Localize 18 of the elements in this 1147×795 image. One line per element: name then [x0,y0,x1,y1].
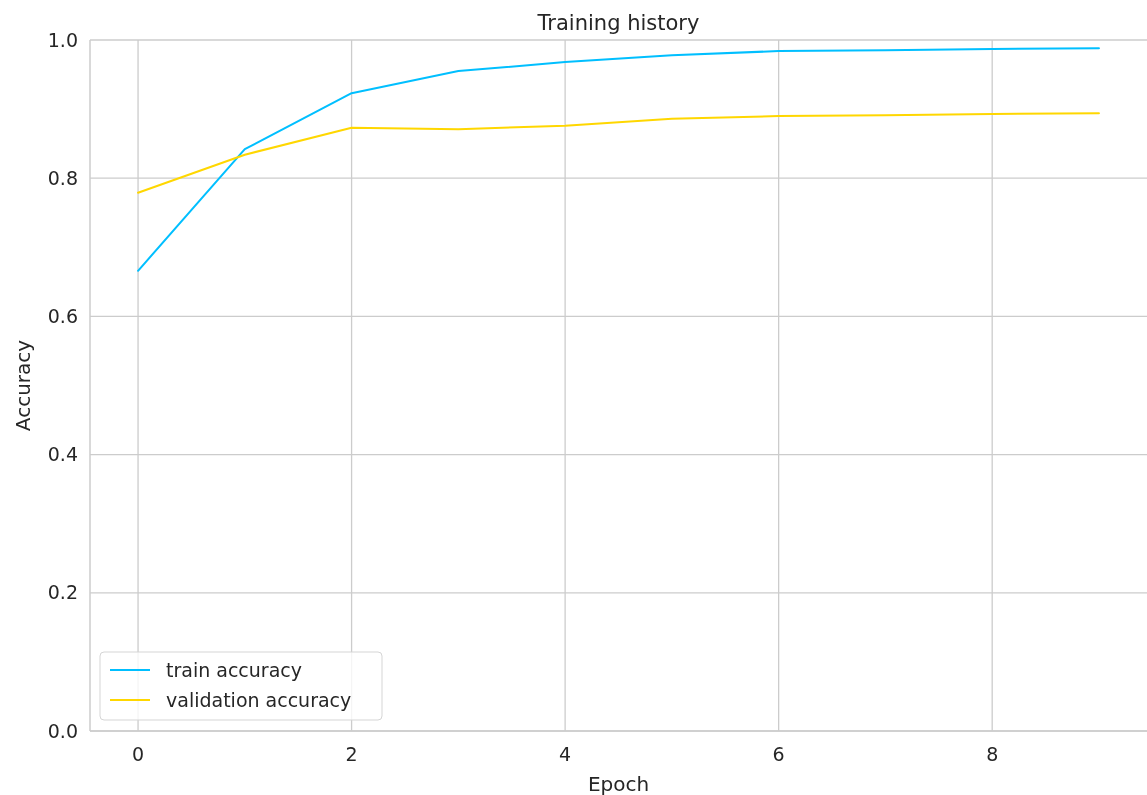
y-tick-label: 1.0 [47,28,78,51]
chart-title: Training history [536,11,700,35]
y-tick-label: 0.6 [47,305,78,328]
line-series [137,112,1100,194]
y-axis-title: Accuracy [11,339,35,432]
legend-label: validation accuracy [166,688,352,711]
y-tick-label: 0.8 [47,166,78,189]
x-tick-label: 2 [345,743,358,765]
legend-label: train accuracy [166,658,302,681]
x-tick-label: 4 [559,743,572,765]
y-tick-label: 0.4 [47,443,78,466]
x-axis-title: Epoch [587,772,650,795]
x-tick-label: 0 [132,743,145,765]
x-tick-label: 8 [986,743,999,765]
y-tick-label: 0.0 [47,719,78,742]
x-tick-label: 6 [772,743,785,765]
y-tick-label: 0.2 [47,581,78,604]
line-series [137,47,1100,272]
